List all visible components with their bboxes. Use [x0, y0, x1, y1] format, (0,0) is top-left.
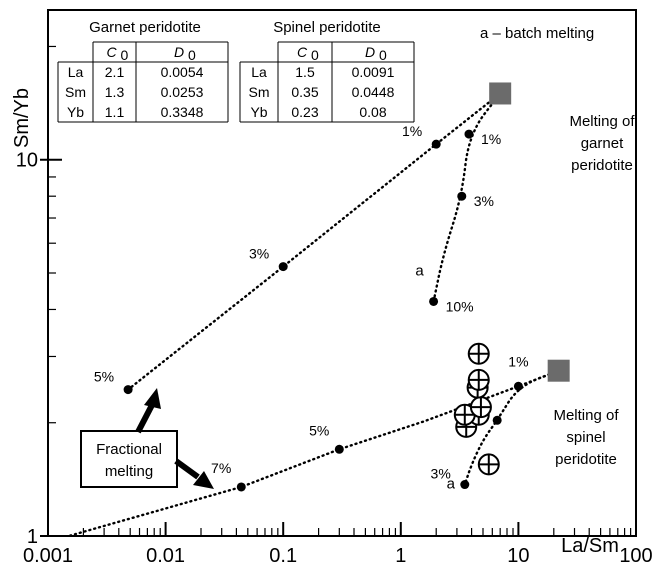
sample-marker [467, 342, 490, 365]
table-title: Garnet peridotite [89, 19, 201, 36]
legend-note: a – batch melting [480, 25, 594, 42]
annotation-arrow-right-head [193, 471, 214, 489]
melt-point-label: 3% [249, 246, 269, 262]
batch-curve-label: a [447, 476, 456, 493]
table-cell: 0.0448 [352, 84, 395, 100]
table-header-subscript: 0 [311, 47, 319, 63]
table-cell: 0.0054 [161, 64, 204, 80]
melt-point [334, 444, 344, 454]
source-label-line: peridotite [555, 451, 617, 468]
sample-marker [469, 396, 492, 419]
table-cell: 0.23 [291, 104, 318, 120]
x-tick-label: 100 [619, 545, 652, 567]
melt-point-label: 10% [446, 298, 474, 314]
melt-point [460, 480, 470, 490]
source-square [547, 359, 570, 382]
table-cell: 1.5 [295, 64, 315, 80]
batch-melting-curve-garnet [432, 92, 502, 303]
table-cell: 1.1 [105, 104, 125, 120]
table-cell: Sm [65, 84, 86, 100]
table-cell: La [68, 64, 84, 80]
melt-point-label: 1% [402, 123, 422, 139]
melt-point-label: 3% [431, 466, 451, 482]
table-cell: Sm [249, 84, 270, 100]
x-tick-label: 0.001 [23, 545, 73, 567]
table-cell: Yb [250, 104, 267, 120]
fractional-melting-curve-spinel [67, 369, 560, 538]
table-cell: 2.1 [105, 64, 125, 80]
sample-marker [477, 453, 500, 476]
melt-point [464, 129, 474, 139]
melt-point-label: 1% [481, 131, 501, 147]
curve-points: 1% 3% 5% 1% 3% 10% 1% 5% 7% 3% [94, 123, 529, 492]
annotation-arrow-right [174, 458, 200, 480]
batch-curve-label: a [415, 262, 424, 279]
table-cell: 0.35 [291, 84, 318, 100]
table-title: Spinel peridotite [273, 19, 381, 36]
table-header: C [106, 44, 117, 60]
table-cell: 0.0091 [352, 64, 395, 80]
table-header-subscript: 0 [379, 47, 387, 63]
samples [453, 342, 500, 476]
melt-point-label: 5% [309, 422, 329, 438]
x-tick-label: 0.1 [269, 545, 297, 567]
axes: 0.001 0.01 0.1 1 10 100 1 10 [16, 45, 653, 567]
table-cell: 0.3348 [161, 104, 204, 120]
y-tick-label: 1 [27, 526, 38, 548]
y-axis-title: Sm/Yb [11, 88, 33, 148]
x-tick-label: 10 [507, 545, 529, 567]
melt-point [123, 385, 133, 395]
x-tick-label: 1 [395, 545, 406, 567]
table-header-subscript: 0 [121, 47, 129, 63]
annotation-box [80, 430, 178, 488]
fractional-melting-curve-garnet [126, 92, 502, 391]
source-label-line: garnet [581, 135, 624, 152]
melt-point-label: 1% [508, 353, 528, 369]
sample-marker [467, 368, 490, 391]
x-axis-title: La/Sm [561, 535, 619, 557]
table-header-subscript: 0 [188, 47, 196, 63]
melt-point [457, 191, 467, 201]
table-header: D [174, 44, 184, 60]
annotation-arrow-up [135, 403, 155, 434]
melt-point [429, 296, 439, 306]
annotation-line-2: melting [105, 463, 153, 480]
melt-point [513, 381, 523, 391]
source-markers: Melting of garnet peridotite Melting of spin… [489, 82, 635, 468]
x-tick-label: 0.01 [146, 545, 185, 567]
fractional-melting-annotation: Fractional melting [80, 388, 214, 489]
melt-point-label: 7% [211, 460, 231, 476]
source-label-line: Melting of [553, 407, 619, 424]
melt-point [278, 262, 288, 272]
source-square [489, 82, 512, 105]
table-cell: 1.3 [105, 84, 125, 100]
source-label-line: spinel [566, 429, 605, 446]
table-cell: 0.08 [359, 104, 386, 120]
table-cell: 0.0253 [161, 84, 204, 100]
annotation-line-1: Fractional [96, 441, 162, 458]
melt-point [492, 415, 502, 425]
melt-point-label: 5% [94, 369, 114, 385]
table-cell: Yb [67, 104, 84, 120]
table-header: D [365, 44, 375, 60]
table-cell: La [251, 64, 267, 80]
melt-point [431, 139, 441, 149]
melt-point [236, 482, 246, 492]
annotation-arrow-up-head [144, 388, 161, 409]
source-label-line: peridotite [571, 157, 633, 174]
table-header: C [297, 44, 308, 60]
melt-point-label: 3% [474, 193, 494, 209]
source-label-line: Melting of [569, 113, 635, 130]
y-tick-label: 10 [16, 150, 38, 172]
